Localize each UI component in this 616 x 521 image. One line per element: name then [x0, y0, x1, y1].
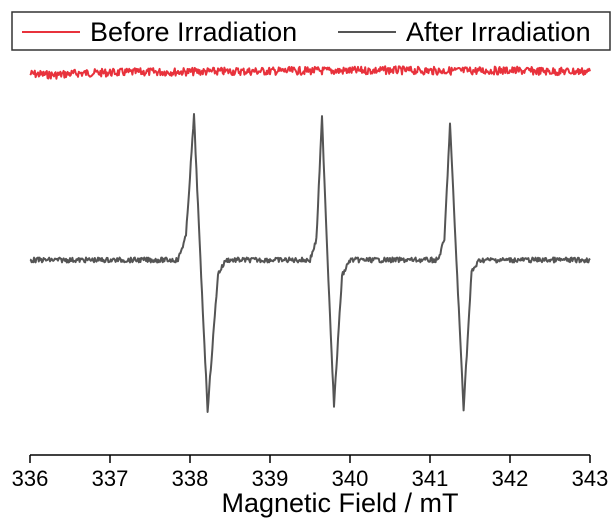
- legend-box: [11, 11, 611, 51]
- legend-label-before: Before Irradiation: [90, 17, 297, 47]
- x-axis-title: Magnetic Field / mT: [221, 488, 458, 518]
- plot-area: [29, 65, 591, 413]
- series-line-after-irradiation: [29, 113, 591, 413]
- x-tick-label-339: 339: [252, 466, 289, 491]
- x-tick-label-341: 341: [412, 466, 449, 491]
- x-tick-label-337: 337: [92, 466, 129, 491]
- x-tick-label-336: 336: [12, 466, 49, 491]
- legend: Before Irradiation After Irradiation: [11, 11, 611, 51]
- series-line-before-irradiation: [29, 65, 591, 80]
- legend-label-after: After Irradiation: [406, 17, 591, 47]
- x-tick-label-338: 338: [172, 466, 209, 491]
- x-tick-label-342: 342: [492, 466, 529, 491]
- x-axis-ticks: 336 337 338 339 340 341 342 343: [12, 455, 609, 491]
- x-tick-label-343: 343: [572, 466, 609, 491]
- x-tick-label-340: 340: [332, 466, 369, 491]
